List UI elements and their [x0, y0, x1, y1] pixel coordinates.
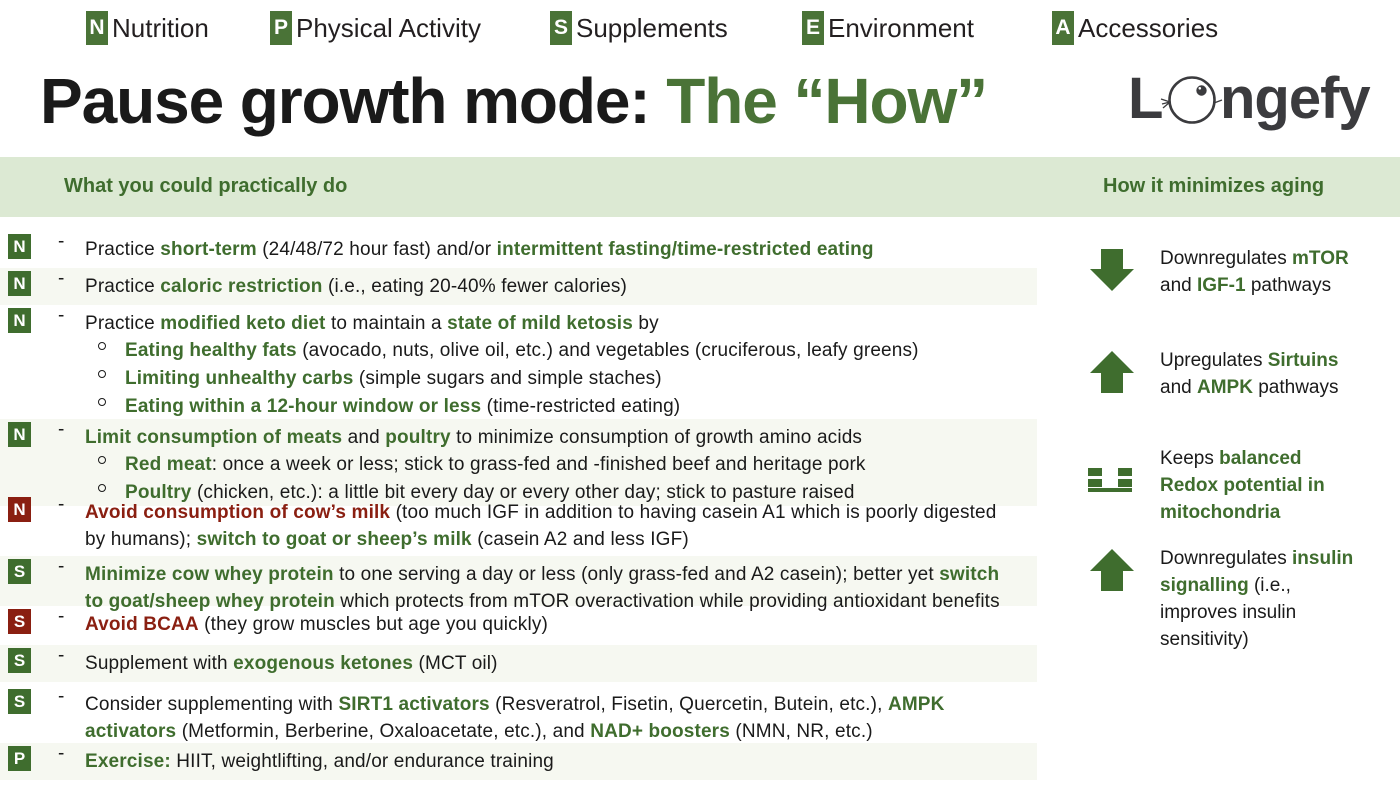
svg-text:ngefy: ngefy — [1220, 66, 1370, 131]
svg-text:L: L — [1128, 66, 1162, 131]
